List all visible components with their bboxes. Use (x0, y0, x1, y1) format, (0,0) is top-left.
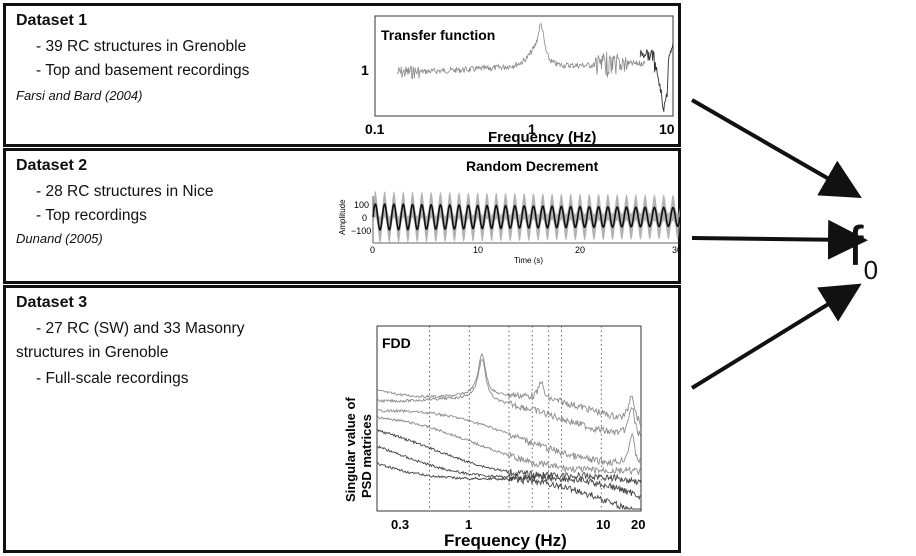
random-decrement-mean-curve (372, 202, 681, 231)
x-tick-label: 30 (672, 245, 681, 255)
dataset-2-title: Dataset 2 (16, 157, 88, 174)
dataset-1-panel: Dataset 1 - 39 RC structures in Grenoble… (3, 3, 681, 147)
y-tick-label: 1 (361, 62, 369, 78)
dataset-3-panel: Dataset 3 - 27 RC (SW) and 33 Masonry st… (3, 285, 681, 553)
dataset-3-bullet-3: - Full-scale recordings (36, 370, 189, 387)
transfer-function-plot: Transfer function 1 0.1 1 10 Frequency (… (361, 15, 675, 144)
y-tick-label: −100 (351, 226, 371, 236)
plot-title: FDD (382, 335, 411, 351)
x-tick-label: 0.1 (365, 121, 385, 137)
x-tick-label: 1 (528, 121, 536, 137)
y-tick-label: 100 (354, 200, 369, 210)
fdd-singular-value-curve (376, 359, 642, 437)
fdd-plot: Singular value of PSD matrices FDD 0.3 1… (343, 325, 645, 550)
fdd-singular-value-curve (376, 352, 642, 426)
y-axis-label-line-1: Singular value of (343, 397, 358, 502)
dataset-3-bullet-1: - 27 RC (SW) and 33 Masonry (36, 320, 245, 337)
plot-title: Transfer function (381, 27, 495, 43)
fdd-singular-value-curve (376, 415, 642, 476)
fdd-curves (376, 352, 642, 511)
f0-symbol: f (848, 214, 864, 277)
dataset-1-bullet-1: - 39 RC structures in Grenoble (36, 38, 247, 55)
fdd-singular-value-curve (377, 462, 641, 511)
fdd-singular-value-curve (376, 408, 642, 467)
plot-frame (374, 15, 674, 117)
f0-subscript: 0 (863, 255, 879, 285)
dataset-2-bullet-2: - Top recordings (36, 207, 147, 224)
arrow-dataset-3 (690, 283, 862, 390)
x-axis-label: Frequency (Hz) (488, 129, 596, 144)
dataset-3-title: Dataset 3 (16, 294, 88, 311)
x-tick-label: 20 (631, 517, 645, 532)
x-axis-label: Frequency (Hz) (444, 531, 567, 550)
arrow-dataset-1 (691, 98, 862, 198)
dataset-3-bullet-2: structures in Grenoble (16, 344, 169, 361)
fdd-singular-value-curve (376, 429, 642, 486)
x-tick-label: 10 (473, 245, 483, 255)
x-tick-label: 10 (596, 517, 610, 532)
dataset-2-bullet-1: - 28 RC structures in Nice (36, 183, 214, 200)
x-tick-label: 0.3 (391, 517, 409, 532)
y-axis-label-line-2: PSD matrices (359, 414, 374, 498)
x-axis-label: Time (s) (514, 256, 543, 265)
dataset-2-reference: Dunand (2005) (16, 231, 103, 246)
fdd-singular-value-curve (376, 445, 642, 501)
dataset-1-reference: Farsi and Bard (2004) (16, 88, 143, 103)
dataset-1-title: Dataset 1 (16, 12, 88, 29)
x-tick-label: 0 (370, 245, 375, 255)
arrow-dataset-2 (691, 219, 868, 260)
random-decrement-plot: Random Decrement Amplitude 100 0 −100 0 … (338, 158, 681, 265)
x-tick-label: 20 (575, 245, 585, 255)
dataset-2-panel: Dataset 2 - 28 RC structures in Nice - T… (3, 148, 681, 284)
dataset-1-bullet-2: - Top and basement recordings (36, 62, 250, 79)
plot-title: Random Decrement (466, 158, 599, 174)
y-axis-label: Amplitude (338, 199, 347, 235)
transfer-function-curve-dark (639, 42, 674, 112)
x-tick-label: 10 (659, 121, 675, 137)
f0-output-label: f0 (848, 218, 878, 298)
transfer-function-curve (397, 23, 646, 80)
x-tick-label: 1 (465, 517, 472, 532)
y-tick-label: 0 (362, 213, 367, 223)
